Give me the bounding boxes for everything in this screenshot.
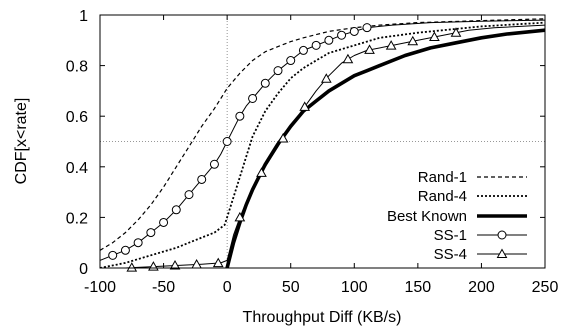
x-tick-label: 100 bbox=[341, 279, 368, 296]
data-point-circle bbox=[286, 56, 296, 66]
marker-layer bbox=[108, 23, 462, 272]
series-line-rand-4 bbox=[100, 21, 545, 268]
data-point-circle bbox=[337, 30, 347, 40]
data-point-circle bbox=[184, 190, 194, 200]
data-point-triangle bbox=[299, 101, 311, 111]
data-point-circle bbox=[146, 228, 156, 238]
x-tick-label: -100 bbox=[84, 279, 116, 296]
data-point-circle bbox=[497, 230, 507, 240]
data-point-circle bbox=[324, 35, 334, 45]
data-point-circle bbox=[298, 45, 308, 55]
y-tick-label: 0.4 bbox=[66, 160, 88, 177]
y-axis-label: CDF[x<rate] bbox=[13, 98, 30, 185]
data-point-circle bbox=[171, 205, 181, 215]
data-point-circle bbox=[222, 137, 232, 146]
data-point-circle bbox=[197, 174, 207, 184]
data-point-triangle bbox=[277, 132, 289, 143]
series-line-best-known bbox=[225, 28, 545, 268]
y-tick-label: 1 bbox=[79, 8, 88, 25]
x-tick-label: 150 bbox=[405, 279, 432, 296]
y-tick-label: 0.2 bbox=[66, 210, 88, 227]
data-point-triangle bbox=[450, 27, 462, 37]
legend: Rand-1 Rand-4 Best Known SS-1 SS-4 bbox=[387, 169, 527, 263]
data-point-circle bbox=[311, 40, 321, 50]
data-point-circle bbox=[248, 93, 258, 103]
y-tick-label: 0 bbox=[79, 261, 88, 278]
axis-ticks: -100 -50 0 50 100 150 200 250 0 0.2 0.4 0.6 0.8 1 bbox=[66, 8, 559, 296]
y-tick-label: 0.6 bbox=[66, 109, 88, 126]
data-point-circle bbox=[362, 23, 372, 33]
x-tick-label: 250 bbox=[532, 279, 559, 296]
data-point-triangle bbox=[496, 248, 508, 258]
data-point-circle bbox=[273, 66, 283, 76]
legend-label: Best Known bbox=[387, 208, 467, 225]
data-point-triangle bbox=[212, 257, 224, 268]
data-point-circle bbox=[108, 250, 118, 260]
x-tick-label: 0 bbox=[223, 279, 232, 296]
data-point-triangle bbox=[320, 73, 332, 83]
x-tick-label: -50 bbox=[152, 279, 175, 296]
data-point-triangle bbox=[364, 44, 375, 54]
data-point-triangle bbox=[385, 40, 397, 50]
data-point-circle bbox=[235, 111, 245, 121]
data-point-triangle bbox=[342, 53, 354, 64]
y-tick-label: 0.8 bbox=[66, 59, 88, 76]
data-point-circle bbox=[349, 26, 359, 36]
data-point-circle bbox=[209, 159, 219, 169]
data-point-circle bbox=[120, 245, 130, 255]
x-tick-label: 50 bbox=[282, 279, 300, 296]
data-point-triangle bbox=[256, 167, 267, 177]
data-point-circle bbox=[260, 78, 270, 88]
reference-lines bbox=[100, 15, 545, 268]
x-tick-label: 200 bbox=[468, 279, 495, 296]
data-point-triangle bbox=[429, 31, 440, 42]
data-point-circle bbox=[159, 217, 169, 227]
legend-label: SS-4 bbox=[434, 246, 467, 263]
x-axis-label: Throughput Diff (KB/s) bbox=[243, 309, 402, 326]
plot-frame bbox=[99, 14, 546, 269]
data-point-triangle bbox=[407, 35, 419, 46]
legend-label: Rand-1 bbox=[418, 169, 467, 186]
legend-label: Rand-4 bbox=[418, 188, 467, 205]
series-line-ss-4 bbox=[100, 24, 545, 268]
data-point-triangle bbox=[169, 260, 181, 270]
data-point-triangle bbox=[126, 262, 138, 272]
legend-label: SS-1 bbox=[434, 227, 467, 244]
series-layer bbox=[100, 18, 545, 268]
data-point-circle bbox=[133, 238, 143, 248]
data-point-triangle bbox=[234, 211, 246, 222]
